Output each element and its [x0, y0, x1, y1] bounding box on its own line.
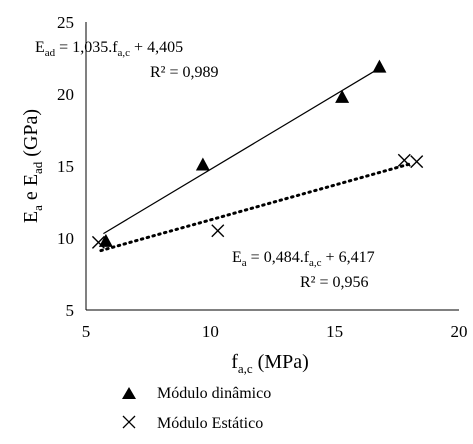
- y-tick-label: 20: [57, 85, 74, 104]
- x-tick-label: 15: [326, 322, 343, 341]
- dynamic-trendline: [103, 66, 383, 235]
- static-equation: Ea = 0,484.fa,c + 6,417: [232, 249, 375, 269]
- static-data-point: [397, 153, 411, 167]
- legend-item-static: Módulo Estático: [157, 415, 263, 432]
- static-data-point: [91, 235, 105, 249]
- static-data-point: [211, 224, 225, 238]
- legend-item-dynamic: Módulo dinâmico: [157, 385, 271, 402]
- dynamic-data-point: [195, 157, 210, 171]
- x-tick-label: 10: [202, 322, 219, 341]
- legend-x-marker: [122, 415, 136, 429]
- dynamic-equation: Ead = 1,035.fa,c + 4,405: [35, 39, 183, 59]
- y-axis-label: Ea e Ead (GPa): [20, 109, 45, 223]
- x-tick-labels: 5 10 15 20: [82, 322, 468, 341]
- x-axis-label: fa,c (MPa): [231, 351, 309, 376]
- static-data-point: [410, 155, 424, 169]
- dynamic-data-point: [372, 59, 387, 73]
- dynamic-data-point: [98, 233, 113, 247]
- dynamic-points: [98, 59, 387, 247]
- static-points: [91, 153, 424, 249]
- y-tick-label: 25: [57, 13, 74, 32]
- y-tick-label: 5: [66, 301, 75, 320]
- static-r2: R² = 0,956: [300, 274, 369, 291]
- legend-triangle-marker: [122, 387, 136, 399]
- dynamic-data-point: [335, 89, 350, 103]
- dynamic-r2: R² = 0,989: [150, 64, 219, 81]
- y-tick-label: 10: [57, 229, 74, 248]
- legend: Módulo dinâmico Módulo Estático: [122, 385, 271, 432]
- y-tick-labels: 5 10 15 20 25: [57, 13, 74, 320]
- x-tick-label: 5: [82, 322, 91, 341]
- y-tick-label: 15: [57, 157, 74, 176]
- static-trendline: [99, 161, 414, 253]
- x-tick-label: 20: [451, 322, 468, 341]
